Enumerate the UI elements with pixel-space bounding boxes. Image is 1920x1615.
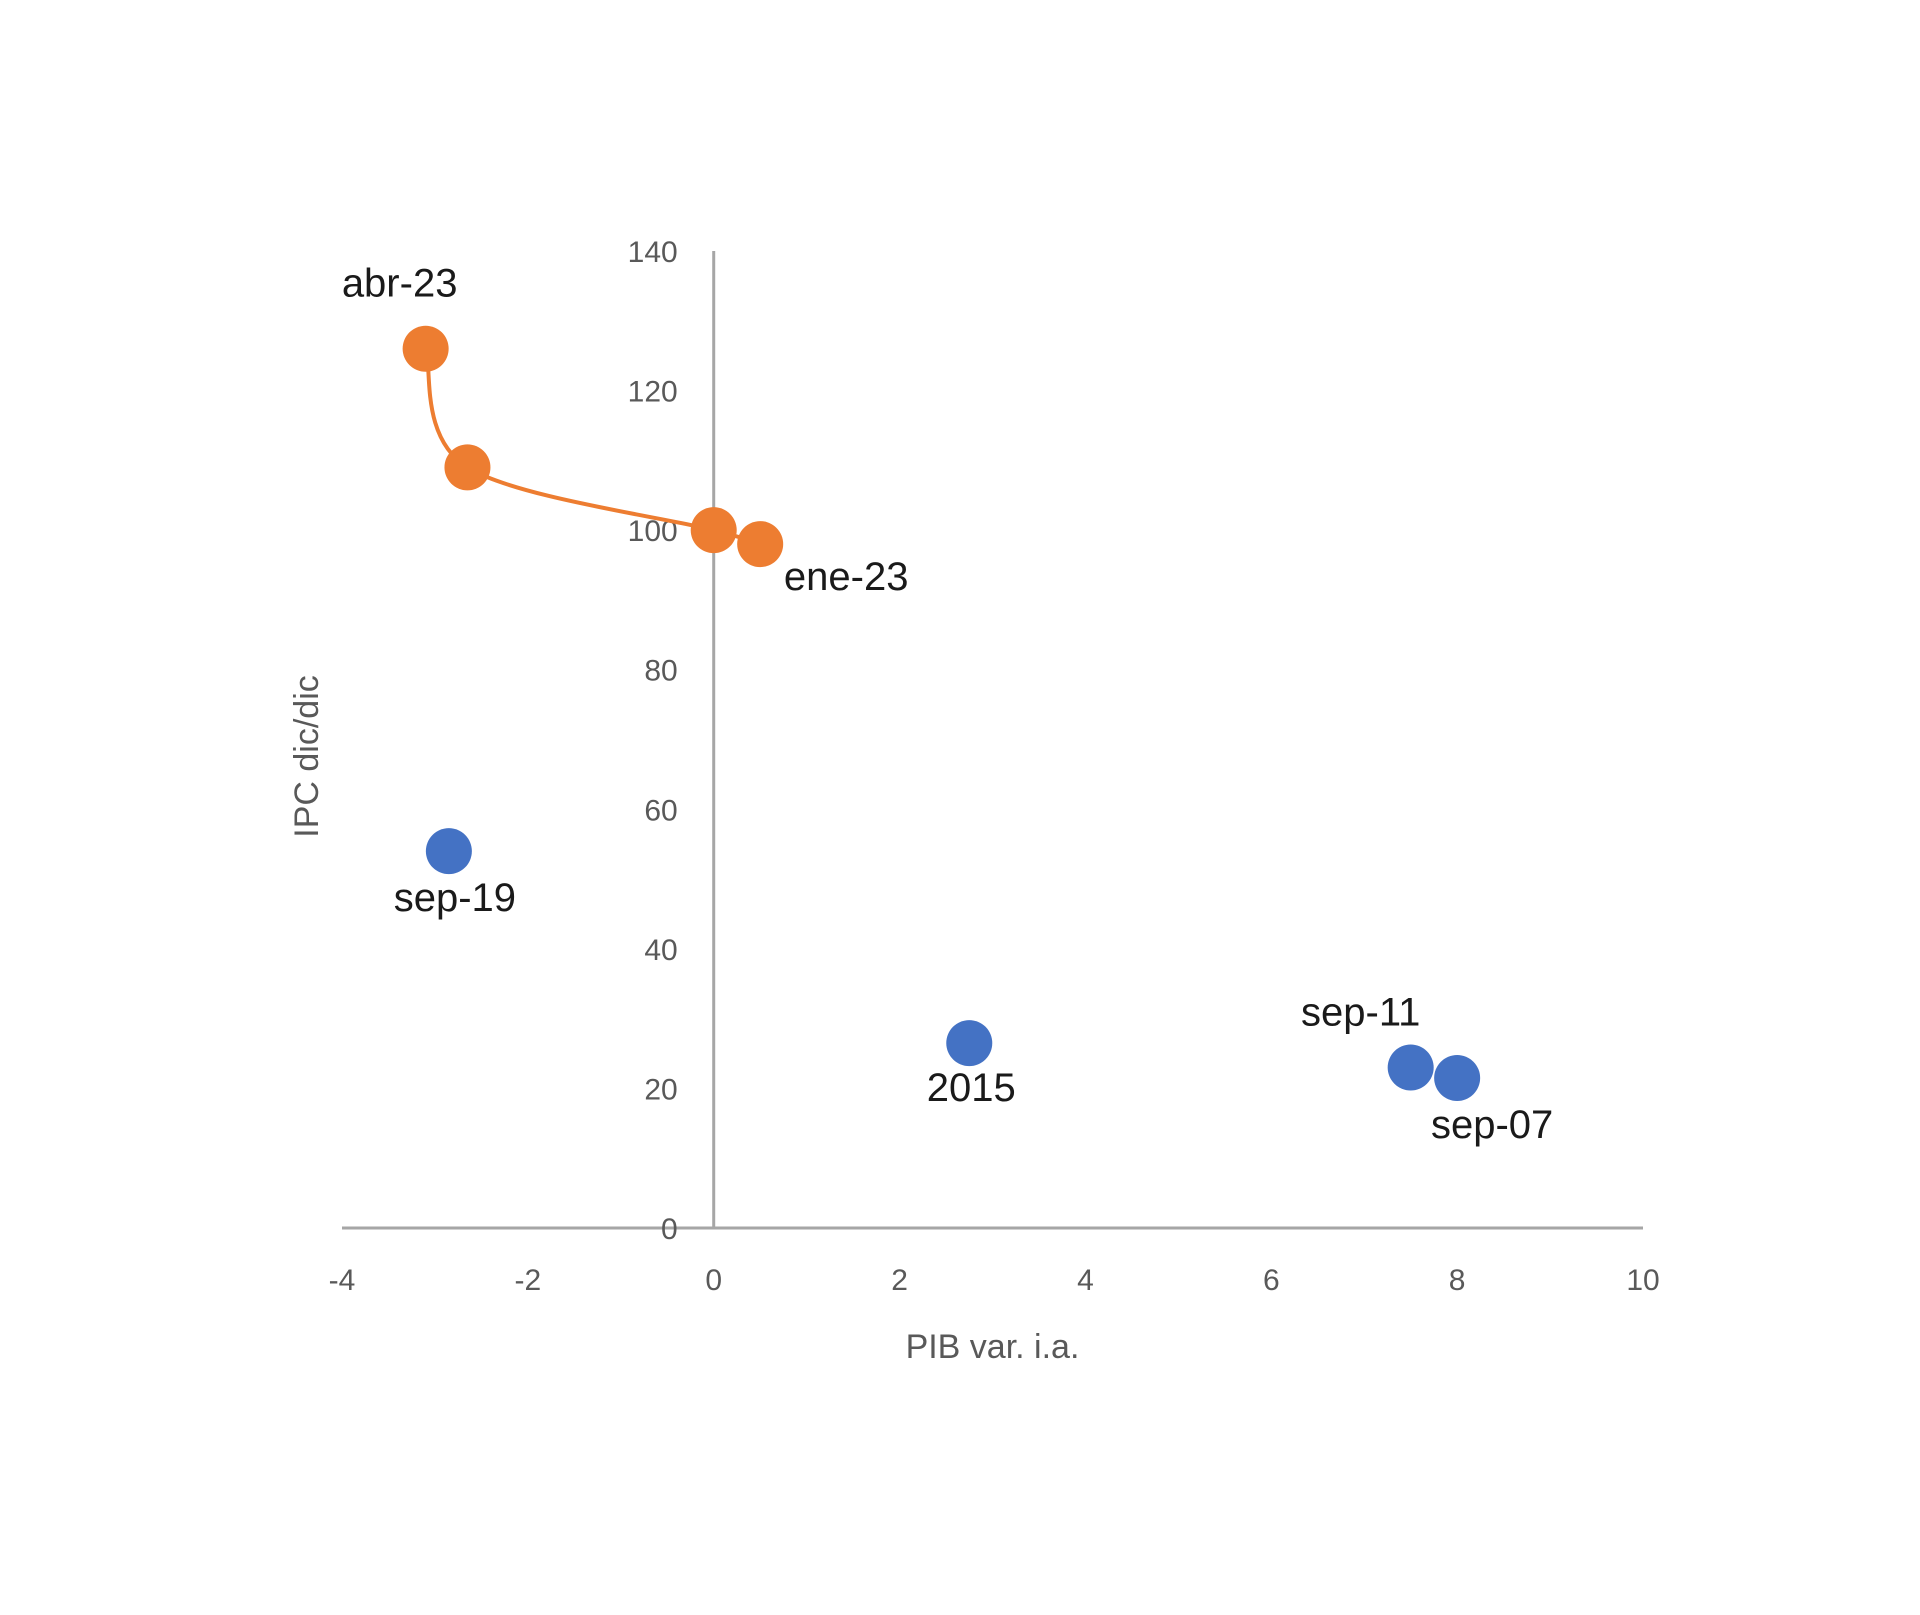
y-tick-label: 40 [644,934,677,967]
y-tick-label: 0 [661,1213,678,1246]
x-tick-label: -4 [329,1264,356,1297]
axes [342,251,1643,1230]
point-label: sep-07 [1431,1103,1553,1147]
point-label: 2015 [927,1066,1016,1110]
data-point [402,325,449,372]
data-point [946,1020,993,1067]
point-label: sep-11 [1301,990,1420,1034]
y-tick-label: 80 [644,655,677,688]
data-point [1434,1054,1481,1101]
point-labels: ene-23 abr-23 sep-19 2015 sep-11 sep-07 [342,262,1553,1147]
y-tick-label: 120 [628,376,678,409]
x-tick-label: 4 [1077,1264,1094,1297]
x-tick-labels: -4 -2 0 2 4 6 8 10 [329,1264,1660,1297]
x-tick-label: 8 [1449,1264,1466,1297]
x-axis-title: PIB var. i.a. [906,1328,1080,1366]
data-point [690,507,737,554]
x-tick-label: 6 [1263,1264,1280,1297]
data-point [737,521,784,568]
x-tick-label: 0 [705,1264,722,1297]
point-label: abr-23 [342,262,458,306]
y-tick-label: 140 [628,236,678,269]
y-tick-label: 20 [644,1073,677,1106]
x-tick-label: 2 [891,1264,908,1297]
data-point [444,444,491,491]
data-points [402,325,1481,1101]
point-label: ene-23 [784,555,909,599]
x-tick-label: -2 [515,1264,542,1297]
y-axis-title: IPC dic/dic [288,675,326,838]
y-tick-label: 60 [644,794,677,827]
data-point [425,828,472,875]
point-label: sep-19 [394,876,516,920]
data-point [1387,1044,1434,1091]
x-tick-label: 10 [1626,1264,1659,1297]
